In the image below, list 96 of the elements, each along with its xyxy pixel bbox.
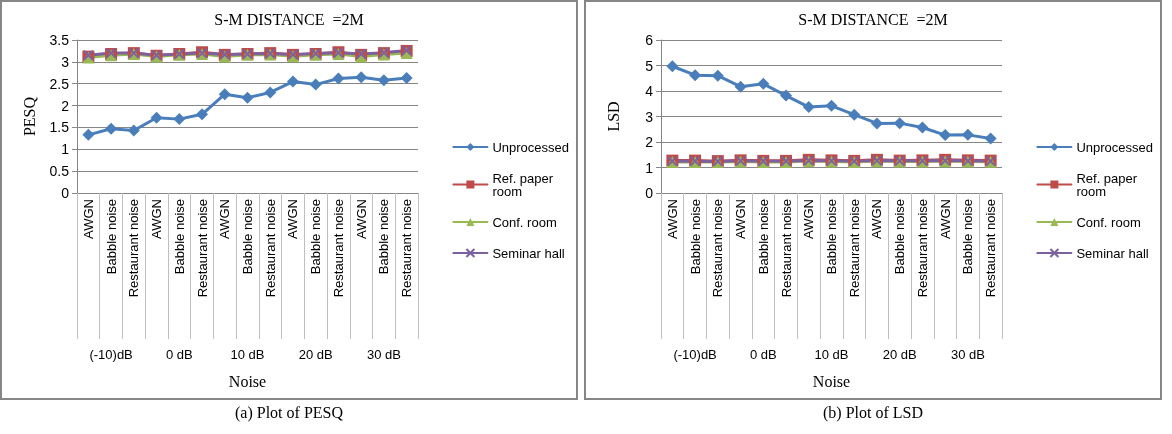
x-tick-label: Restaurant noise xyxy=(330,199,346,298)
text: 30 dB xyxy=(366,346,401,362)
text: 20 dB xyxy=(882,346,917,362)
text: 20 dB xyxy=(298,346,333,362)
point xyxy=(309,78,322,91)
x-tick-label: Restaurant noise xyxy=(846,199,862,298)
x-tick-label: Restaurant noise xyxy=(778,199,794,298)
point xyxy=(893,117,906,130)
text: 30 dB xyxy=(950,346,985,362)
text: 0 dB xyxy=(749,346,777,362)
legend-label: Conf. room xyxy=(492,214,557,230)
x-tick-label: Babble noise xyxy=(824,199,839,275)
x-tick-label: AWGN xyxy=(353,199,369,239)
y-axis-title: PESQ xyxy=(20,96,38,137)
legend-label: Unprocessed xyxy=(1076,139,1154,155)
x-tick-label: Babble noise xyxy=(376,199,392,275)
x-tick-label: Babble noise xyxy=(103,199,119,275)
x-tick-label: Restaurant noise xyxy=(983,199,999,298)
x-tick-label: Restaurant noise xyxy=(399,199,415,298)
x-tick-label: Babble noise xyxy=(308,199,324,275)
x-tick-label: Restaurant noise xyxy=(710,199,726,298)
x-tick-label: AWGN xyxy=(80,199,96,239)
x-tick-label: AWGN xyxy=(285,199,301,239)
x-tick-label: Babble noise xyxy=(755,199,771,275)
point xyxy=(757,77,770,90)
point xyxy=(127,124,140,137)
x-tick-label: AWGN xyxy=(733,199,749,239)
x-tick-label: AWGN xyxy=(801,199,817,239)
text: (-10)dB xyxy=(89,346,133,362)
legend-label: Seminar hall xyxy=(1076,245,1149,261)
y-tick-label: 6 xyxy=(645,32,654,48)
point xyxy=(984,132,997,145)
x-tick-label: Babble noise xyxy=(892,199,908,275)
x-tick-label: Babble noise xyxy=(960,199,976,275)
x-tick-label: AWGN xyxy=(149,199,165,239)
y-tick-label: 0 xyxy=(61,185,70,201)
chart-title: S-M DISTANCE =2M xyxy=(214,10,364,28)
x-tick-label: AWGN xyxy=(664,199,680,239)
chart-title: S-M DISTANCE =2M xyxy=(798,10,948,28)
legend-label: Seminar hall xyxy=(492,245,565,261)
point xyxy=(825,99,838,112)
x-tick-label: Babble noise xyxy=(171,199,187,275)
text: 10 dB xyxy=(230,346,265,362)
y-tick-label: 1.5 xyxy=(49,119,70,136)
y-tick-label: 2.5 xyxy=(49,75,70,92)
point xyxy=(82,128,95,141)
point xyxy=(734,80,747,93)
point xyxy=(196,108,209,121)
x-tick-label: AWGN xyxy=(869,199,885,239)
x-tick-label: Restaurant noise xyxy=(194,199,210,298)
point xyxy=(332,72,345,85)
legend-label: Ref. paper room xyxy=(1076,170,1141,199)
x-tick-label: AWGN xyxy=(937,199,953,239)
y-tick-label: 2 xyxy=(61,97,70,114)
text: (b) Plot of LSD xyxy=(822,404,924,422)
y-tick-label: 3 xyxy=(61,53,70,70)
legend-label: Ref. paper room xyxy=(492,170,557,199)
x-tick-label: Restaurant noise xyxy=(914,199,930,298)
y-tick-label: 3 xyxy=(645,108,654,125)
point xyxy=(780,89,793,102)
text: (a) Plot of PESQ xyxy=(234,404,344,422)
point xyxy=(264,86,277,99)
x-tick-label: Babble noise xyxy=(240,199,255,275)
point xyxy=(173,113,186,126)
point xyxy=(355,71,368,84)
point xyxy=(802,101,815,114)
x-tick-label: Restaurant noise xyxy=(262,199,278,298)
legend-label: Unprocessed xyxy=(492,139,570,155)
y-tick-label: 1 xyxy=(61,141,70,158)
y-tick-label: 4 xyxy=(645,83,654,99)
text: (-10)dB xyxy=(673,346,717,362)
point xyxy=(916,121,929,134)
point xyxy=(218,88,231,101)
point xyxy=(286,75,299,88)
x-tick-label: AWGN xyxy=(217,199,233,239)
text: 0 dB xyxy=(165,346,193,362)
y-tick-label: 1 xyxy=(645,159,654,176)
text: 10 dB xyxy=(814,346,849,362)
x-axis-title: Noise xyxy=(228,372,267,390)
point xyxy=(241,91,254,104)
point xyxy=(150,111,163,124)
y-axis-title: LSD xyxy=(604,101,622,132)
point xyxy=(400,72,413,85)
y-tick-label: 2 xyxy=(645,134,654,150)
x-axis-title: Noise xyxy=(812,372,851,390)
y-tick-label: 0 xyxy=(645,185,654,201)
y-tick-label: 5 xyxy=(645,57,654,74)
x-tick-label: Babble noise xyxy=(687,199,703,275)
x-tick-label: Restaurant noise xyxy=(126,199,142,298)
y-tick-label: 3.5 xyxy=(49,32,70,48)
y-tick-label: 0.5 xyxy=(49,163,70,180)
point xyxy=(870,117,883,130)
legend-label: Conf. room xyxy=(1076,214,1141,230)
point xyxy=(848,108,861,121)
point xyxy=(377,74,390,87)
point xyxy=(666,60,679,73)
